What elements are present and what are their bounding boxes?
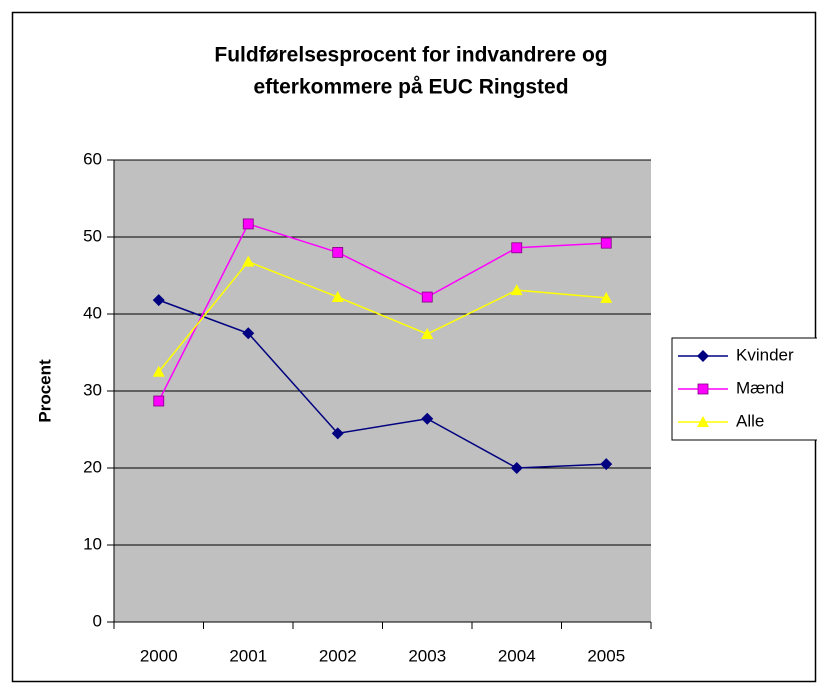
y-tick-label: 40: [83, 303, 102, 322]
data-point: [510, 462, 523, 474]
data-point: [600, 237, 612, 249]
data-point: [242, 218, 254, 230]
data-point: [242, 327, 255, 340]
chart-title: Fuldførelsesprocent for indvandrere og: [214, 44, 607, 67]
data-point: [153, 395, 165, 407]
data-point: [331, 291, 344, 303]
series-line: [158, 223, 607, 402]
legend-label: Kvinder: [736, 345, 794, 364]
legend-label: Mænd: [736, 378, 784, 397]
data-point: [510, 284, 523, 296]
x-tick-label: 2005: [587, 646, 625, 665]
data-point: [511, 242, 523, 254]
series-line: [158, 260, 607, 373]
series-line: [158, 299, 607, 469]
y-tick-label: 50: [83, 226, 102, 245]
chart-title: efterkommere på EUC Ringsted: [253, 76, 568, 99]
legend-marker: [697, 383, 709, 395]
legend-label: Alle: [736, 411, 764, 430]
data-point: [332, 246, 344, 258]
legend-marker: [697, 416, 709, 427]
data-point: [421, 328, 434, 340]
y-tick-label: 30: [83, 380, 102, 399]
y-axis-label: Procent: [35, 359, 54, 423]
data-point: [421, 412, 434, 425]
x-tick-label: 2004: [498, 646, 536, 665]
data-point: [242, 255, 255, 267]
x-tick-label: 2001: [229, 646, 267, 665]
y-tick-label: 0: [93, 611, 102, 630]
data-point: [421, 291, 433, 303]
x-tick-label: 2003: [408, 646, 446, 665]
data-point: [152, 294, 165, 307]
y-tick-label: 10: [83, 534, 102, 553]
x-tick-label: 2000: [140, 646, 178, 665]
data-point: [331, 427, 344, 440]
data-point: [152, 365, 165, 377]
x-tick-label: 2002: [319, 646, 357, 665]
y-tick-label: 60: [83, 149, 102, 168]
data-point: [600, 291, 613, 303]
data-point: [600, 458, 613, 471]
y-tick-label: 20: [83, 457, 102, 476]
legend-marker: [697, 350, 709, 362]
